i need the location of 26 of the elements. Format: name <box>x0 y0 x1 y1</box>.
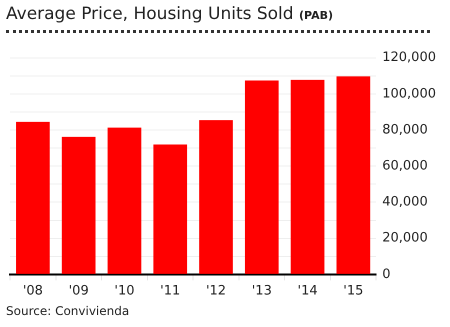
chart-title: Average Price, Housing Units Sold <box>6 4 294 24</box>
y-tick-label: 40,000 <box>382 194 428 210</box>
y-tick-label: 120,000 <box>382 50 436 66</box>
chart-subtitle: (PAB) <box>298 9 333 22</box>
bar <box>153 144 188 274</box>
y-tick-label: 0 <box>382 266 391 282</box>
bar <box>108 128 142 274</box>
x-tick-label: '13 <box>252 284 272 299</box>
source-note: Source: Convivienda <box>6 304 130 318</box>
x-tick-label: '09 <box>68 284 89 299</box>
y-tick-label: 60,000 <box>382 158 428 174</box>
bar <box>199 120 233 274</box>
bar <box>290 80 324 274</box>
x-tick-label: '12 <box>206 284 226 299</box>
x-tick-label: '10 <box>114 284 135 299</box>
bar <box>336 76 370 274</box>
y-tick-label: 20,000 <box>382 230 428 246</box>
x-tick-label: '08 <box>22 284 43 299</box>
bar <box>62 136 96 274</box>
x-tick-label: '11 <box>160 284 180 299</box>
bar <box>16 122 50 274</box>
bar <box>244 80 279 274</box>
x-tick-label: '14 <box>298 284 318 299</box>
x-tick-label: '15 <box>343 284 364 299</box>
y-tick-label: 80,000 <box>382 122 428 138</box>
y-tick-label: 100,000 <box>382 86 436 102</box>
